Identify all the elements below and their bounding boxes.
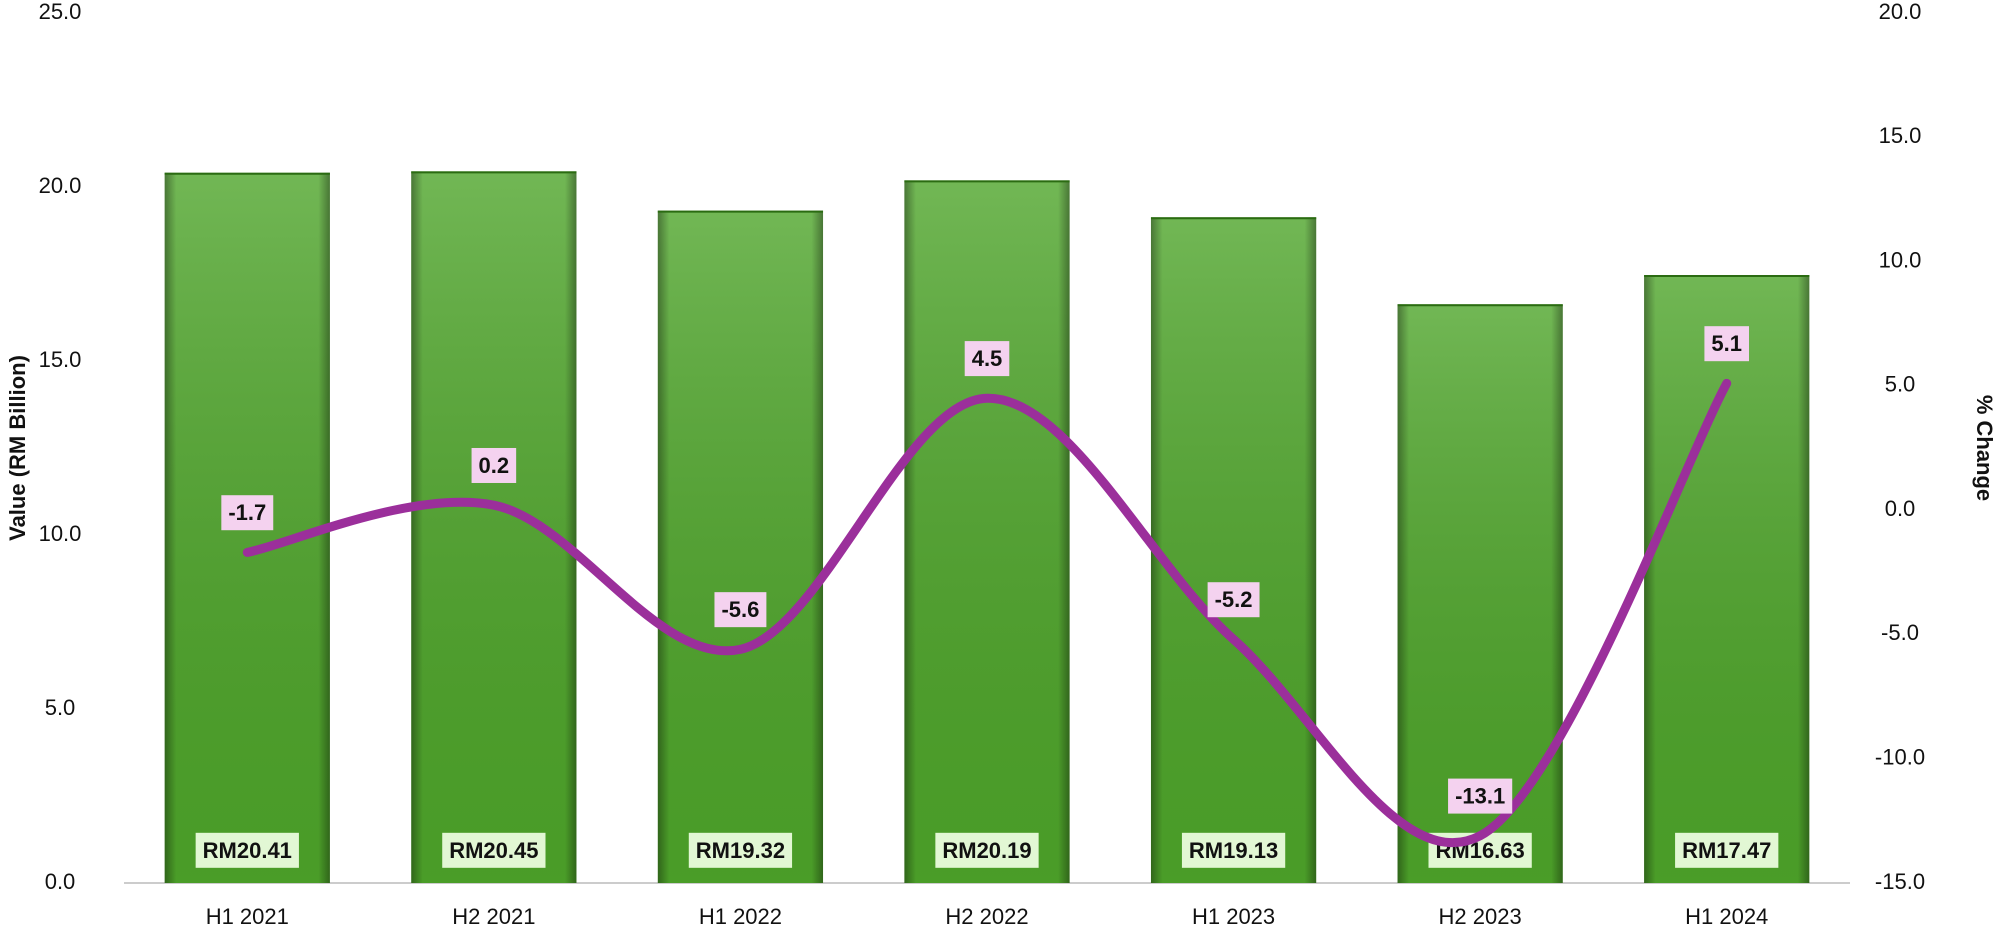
bar-value-label-box bbox=[442, 832, 546, 868]
y2-tick-label: -15.0 bbox=[1875, 869, 1925, 894]
x-tick-label: H2 2021 bbox=[452, 904, 535, 929]
y2-tick-label: 10.0 bbox=[1879, 247, 1922, 272]
y2-tick-label: -10.0 bbox=[1875, 745, 1925, 770]
x-tick-label: H1 2021 bbox=[206, 904, 289, 929]
line-value-label-box bbox=[221, 495, 274, 531]
line-value-label-box bbox=[964, 341, 1010, 377]
x-tick-label: H2 2022 bbox=[945, 904, 1028, 929]
bar-value-label: RM20.19 bbox=[942, 838, 1031, 863]
line-value-label: 5.1 bbox=[1711, 331, 1742, 356]
bar-value-label-box bbox=[1181, 832, 1286, 868]
line-value-label-box bbox=[714, 592, 767, 628]
y-tick-label: 10.0 bbox=[39, 521, 82, 546]
bar-edge bbox=[1150, 217, 1317, 883]
y2-tick-label: -5.0 bbox=[1881, 620, 1919, 645]
y-axis-title: Value (RM Billion) bbox=[5, 355, 30, 541]
line-value-label: 0.2 bbox=[479, 453, 510, 478]
line-value-label-box bbox=[1448, 778, 1513, 814]
bar-value-label-box bbox=[688, 832, 793, 868]
bar-edge bbox=[904, 180, 1070, 883]
line-value-label-box bbox=[471, 447, 517, 483]
y2-tick-label: 15.0 bbox=[1879, 123, 1922, 148]
y-tick-label: 25.0 bbox=[39, 0, 82, 24]
line-value-label-box bbox=[1207, 582, 1260, 618]
y-tick-label: 15.0 bbox=[39, 347, 82, 372]
bar-edge bbox=[657, 210, 824, 883]
y-tick-label: 0.0 bbox=[45, 869, 76, 894]
y-tick-label: 20.0 bbox=[39, 173, 82, 198]
x-tick-label: H1 2023 bbox=[1192, 904, 1275, 929]
line-value-label: -13.1 bbox=[1455, 784, 1505, 809]
bar-value-label-box bbox=[935, 832, 1039, 868]
bar-value-label: RM19.13 bbox=[1189, 838, 1278, 863]
bar-edge bbox=[411, 171, 577, 884]
x-tick-label: H2 2023 bbox=[1439, 904, 1522, 929]
y-tick-label: 5.0 bbox=[45, 695, 76, 720]
bar-value-label-box bbox=[195, 832, 299, 868]
bar-value-label-box bbox=[1675, 832, 1779, 868]
y2-tick-label: 0.0 bbox=[1885, 496, 1916, 521]
bar-value-label: RM17.47 bbox=[1682, 838, 1771, 863]
line-value-label-box bbox=[1704, 326, 1750, 362]
bar-value-label: RM19.32 bbox=[696, 838, 785, 863]
x-tick-label: H1 2022 bbox=[699, 904, 782, 929]
bar-edge bbox=[1644, 275, 1810, 883]
line-value-label: -5.6 bbox=[721, 597, 759, 622]
bar-value-label: RM20.45 bbox=[449, 838, 538, 863]
bar-value-label: RM20.41 bbox=[203, 838, 292, 863]
y2-tick-label: 5.0 bbox=[1885, 372, 1916, 397]
line-value-label: 4.5 bbox=[972, 346, 1003, 371]
x-tick-label: H1 2024 bbox=[1685, 904, 1768, 929]
y2-axis-title: % Change bbox=[1972, 395, 1997, 501]
line-value-label: -1.7 bbox=[228, 500, 266, 525]
line-value-label: -5.2 bbox=[1215, 587, 1253, 612]
y2-tick-label: 20.0 bbox=[1879, 0, 1922, 24]
